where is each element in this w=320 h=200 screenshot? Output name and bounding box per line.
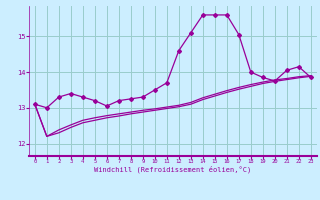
- X-axis label: Windchill (Refroidissement éolien,°C): Windchill (Refroidissement éolien,°C): [94, 166, 252, 173]
